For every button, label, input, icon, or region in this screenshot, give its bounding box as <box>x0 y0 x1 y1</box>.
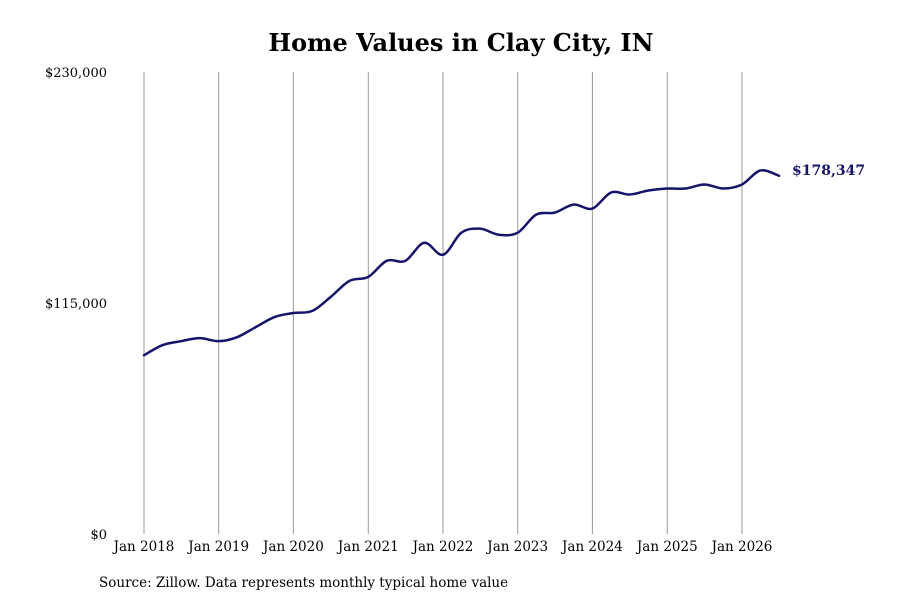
x-tick-label: Jan 2025 <box>635 539 698 555</box>
series-layer: $178,347 <box>142 163 865 357</box>
x-tick-label: Jan 2023 <box>485 539 548 555</box>
latest-value-label: $178,347 <box>792 163 865 179</box>
x-tick-label: Jan 2026 <box>710 539 773 555</box>
x-tick-label: Jan 2024 <box>560 539 623 555</box>
vertical-gridlines <box>143 72 743 534</box>
y-tick-label: $115,000 <box>45 297 107 312</box>
x-axis-ticks: Jan 2018 Jan 2019 Jan 2020 Jan 2021 Jan 2022… <box>112 539 773 555</box>
y-tick-label: $230,000 <box>45 66 107 81</box>
x-tick-label: Jan 2019 <box>186 539 249 555</box>
y-tick-label: $0 <box>90 528 107 543</box>
chart-title: Home Values in Clay City, IN <box>268 28 653 57</box>
x-tick-label: Jan 2020 <box>261 539 324 555</box>
y-axis-ticks: $0 $115,000 $230,000 <box>45 66 107 543</box>
home-value-series-line <box>142 168 781 357</box>
x-tick-label: Jan 2022 <box>411 539 474 555</box>
x-tick-label: Jan 2018 <box>112 539 175 555</box>
x-tick-label: Jan 2021 <box>336 539 399 555</box>
source-note: Source: Zillow. Data represents monthly … <box>99 575 508 591</box>
